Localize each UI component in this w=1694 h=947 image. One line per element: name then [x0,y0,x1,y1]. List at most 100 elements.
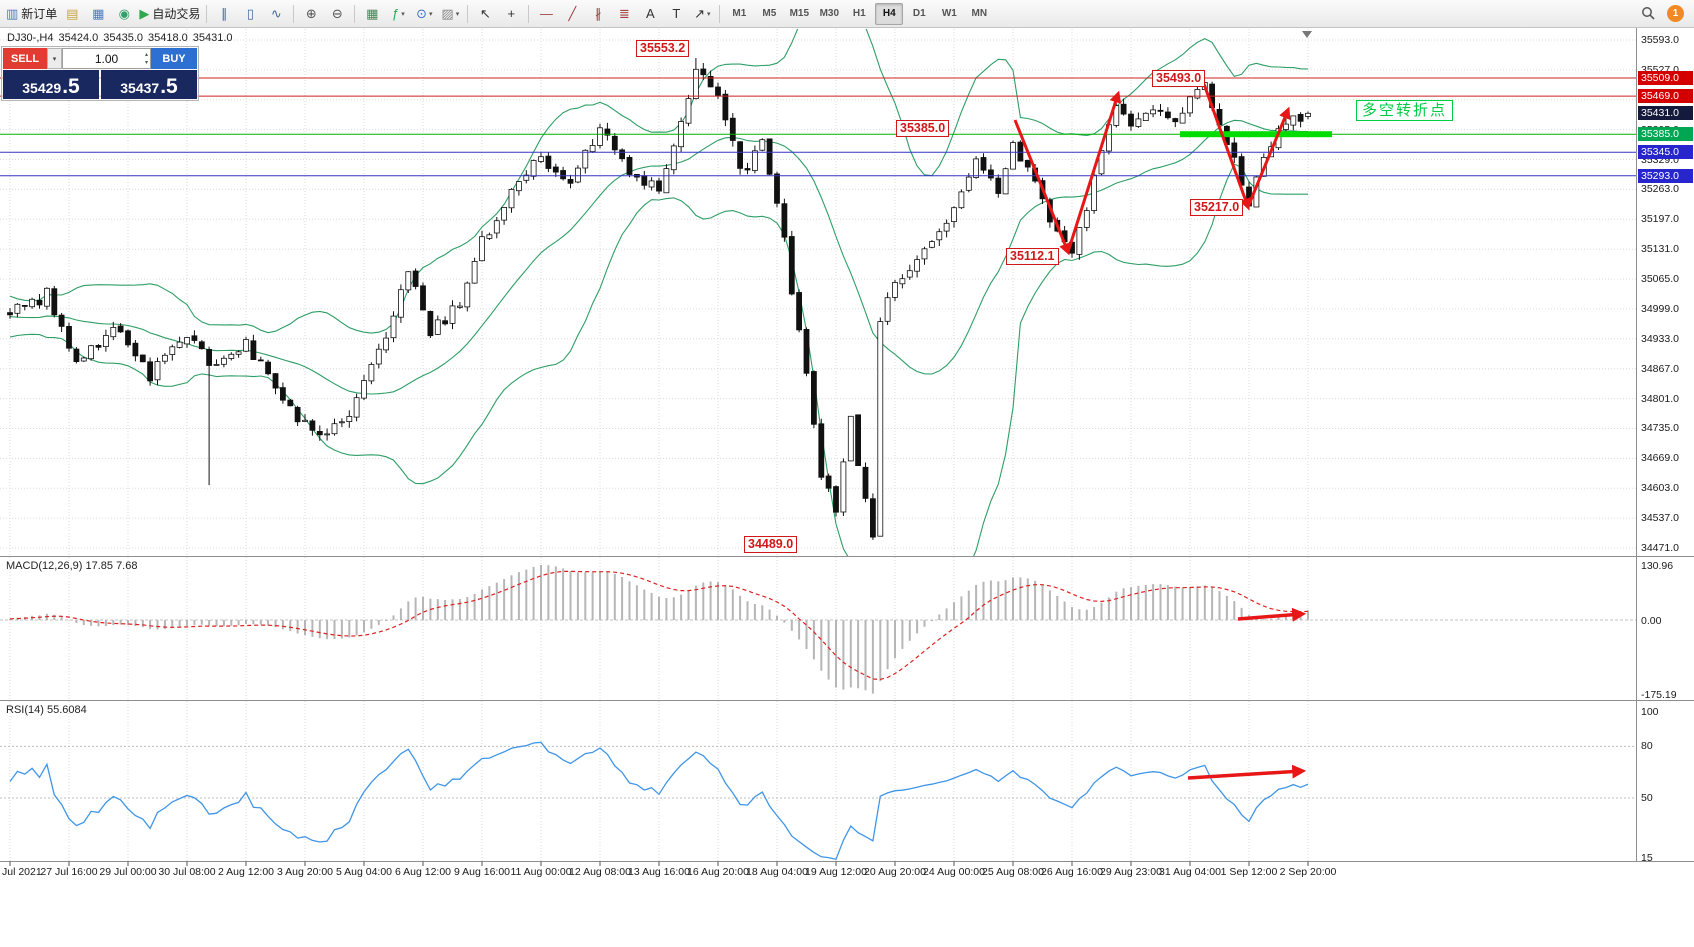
toolbar-separator [719,4,721,23]
rsi-panel [0,741,1636,861]
trend-arrow[interactable] [1246,106,1291,208]
timeframe-h4-button[interactable]: H4 [875,2,904,25]
autotrading-icon: ▶ [139,5,150,21]
bar-chart-icon: ∥ [221,5,228,21]
spinner-up-icon[interactable]: ▴ [144,52,148,58]
fibonacci-button[interactable]: ≣ [612,2,636,26]
indicators-button[interactable]: ƒ ▾ [386,2,410,26]
buy-button[interactable]: BUY [151,48,197,69]
periods-icon: ⊙ [416,5,428,21]
tile-windows-button[interactable]: ▦ [360,2,384,26]
zoom-in-button[interactable]: ⊕ [299,2,323,26]
chart-windows-icon: ▤ [66,5,79,21]
time-axis-label: 5 Aug 04:00 [335,866,393,878]
chart-windows-button[interactable]: ▤ [60,2,84,26]
low-value: 35418.0 [148,32,188,44]
timeframe-mn-button[interactable]: MN [971,8,988,19]
green-support-bar[interactable] [1180,131,1332,138]
templates-button[interactable]: ▨ ▾ [438,2,462,26]
price-axis-label: 34933.0 [1641,332,1679,345]
trend-arrow[interactable] [1066,90,1122,253]
trend-arrow[interactable] [1013,119,1071,256]
toolbar-separator [293,4,295,23]
time-axis-label: 19 Aug 12:00 [805,866,867,878]
text-button[interactable]: A [638,2,662,26]
label-icon: T [672,6,681,21]
time-axis-label: 18 Aug 04:00 [746,866,808,878]
price-callout-label[interactable]: 35553.2 [636,40,690,57]
label-button[interactable]: T [664,2,688,26]
macd-signal-line [9,570,1309,681]
time-axis-label: Jul 2021 [2,866,42,878]
volume-spinner[interactable]: ▴ ▾ [145,51,148,67]
new-order-label: 新订单 [21,7,58,21]
timeframe-d1-button[interactable]: D1 [912,8,926,19]
timeframe-m1-button[interactable]: M1 [732,8,747,19]
volume-input[interactable]: 1.00 ▴ ▾ [62,48,151,69]
account-avatar[interactable]: 1 [1667,5,1684,22]
order-options-dropdown[interactable]: ▾ [47,48,62,69]
tile-windows-icon: ▦ [366,5,379,21]
search-button[interactable] [1636,2,1660,26]
buy-price-main: 35437 [120,80,160,96]
sell-price-main: 35429 [22,80,62,96]
price-badge: 35345.0 [1638,145,1693,160]
trendline-button[interactable]: ╱ [560,2,584,26]
time-axis-label: 25 Aug 08:00 [982,866,1044,878]
time-axis-label: 26 Aug 16:00 [1041,866,1103,878]
macd-scale-label: -175.19 [1641,688,1677,701]
autotrading-button[interactable]: ▶ 自动交易 [138,2,201,26]
price-callout-label[interactable]: 35385.0 [896,120,950,137]
rsi-indicator-label: RSI(14) 55.6084 [6,704,87,716]
price-callout-label[interactable]: 34489.0 [744,536,798,553]
timeframe-m15-button[interactable]: M15 [789,8,810,19]
new-order-button[interactable]: ▥ 新订单 [5,2,58,26]
sell-price-frac: .5 [62,75,80,98]
close-value: 35431.0 [192,32,233,44]
buy-price-display[interactable]: 35437.5 [101,70,197,99]
sell-price-display[interactable]: 35429.5 [3,70,99,99]
timeframe-h1-button[interactable]: H1 [852,8,866,19]
candlestick-chart-button[interactable]: ▯ [238,2,262,26]
one-click-trading-panel: SELL ▾ 1.00 ▴ ▾ BUY 35429.5 35437.5 [1,46,199,101]
rsi-arrow[interactable] [1187,764,1307,780]
price-callout-label[interactable]: 35112.1 [1006,248,1059,265]
arrows-button[interactable]: ↗ ▾ [690,2,714,26]
toolbar-separator [354,4,356,23]
price-callout-label[interactable]: 35217.0 [1190,199,1244,216]
time-axis-label: 3 Aug 20:00 [276,866,334,878]
bar-chart-button[interactable]: ∥ [212,2,236,26]
fibonacci-icon: ≣ [618,5,630,21]
line-chart-button[interactable]: ∿ [264,2,288,26]
periods-button[interactable]: ⊙ ▾ [412,2,436,26]
chart-shift-marker[interactable] [1302,31,1312,38]
market-watch-button[interactable]: ▦ [86,2,110,26]
cursor-button[interactable]: ↖ [473,2,497,26]
trend-arrow[interactable] [1202,83,1251,211]
price-axis-label: 34735.0 [1641,422,1679,435]
price-axis-label: 34471.0 [1641,542,1679,554]
spinner-down-icon[interactable]: ▾ [144,60,148,66]
price-callout-label[interactable]: 35493.0 [1152,70,1206,87]
time-axis-label: 27 Jul 16:00 [40,866,98,878]
price-axis-label: 35593.0 [1641,34,1679,46]
high-value: 35435.0 [103,32,143,44]
horizontal-line-button[interactable]: — [534,2,558,26]
timeframe-w1-button[interactable]: W1 [941,8,957,19]
timeframe-m30-button[interactable]: M30 [819,8,840,19]
timeframe-m5-button[interactable]: M5 [762,8,777,19]
candlestick-series [7,58,1311,540]
time-axis-label: 12 Aug 08:00 [569,866,631,878]
zoom-out-button[interactable]: ⊖ [325,2,349,26]
channel-button[interactable]: ∦ [586,2,610,26]
main-price-panel [7,29,1311,556]
crosshair-button[interactable]: + [499,2,523,26]
data-window-button[interactable]: ◉ [112,2,136,26]
macd-arrow[interactable] [1237,607,1307,622]
sell-button[interactable]: SELL [3,48,47,69]
market-watch-icon: ▦ [92,5,105,21]
price-axis-label: 34999.0 [1641,302,1679,315]
rsi-scale-label: 15 [1641,852,1653,865]
trendline-icon: ╱ [568,5,577,21]
